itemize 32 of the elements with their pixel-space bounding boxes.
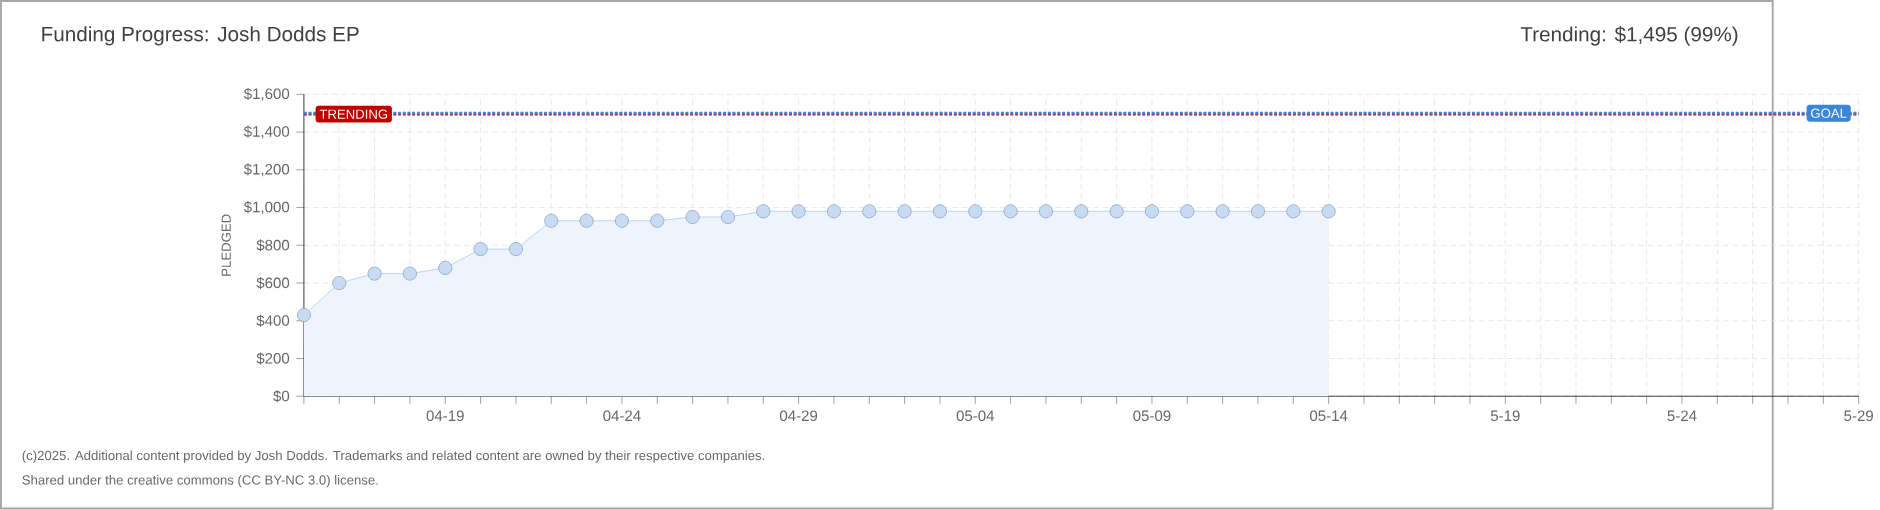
point	[1180, 204, 1195, 219]
point	[296, 308, 311, 323]
point	[897, 204, 912, 219]
point	[1321, 204, 1336, 219]
point	[544, 214, 559, 229]
point	[332, 276, 347, 291]
point	[1250, 204, 1265, 219]
point	[614, 214, 629, 229]
chart-subtitle: Trending: $1,495 (99%)	[1520, 26, 1738, 46]
point	[756, 204, 771, 219]
point	[685, 210, 700, 225]
point	[579, 214, 594, 229]
point	[1215, 204, 1230, 219]
point	[367, 266, 382, 281]
point	[438, 261, 453, 276]
point	[1286, 204, 1301, 219]
point	[932, 204, 947, 219]
point	[1144, 204, 1159, 219]
point	[1074, 204, 1089, 219]
point	[473, 242, 488, 257]
point	[508, 242, 523, 257]
point	[1038, 204, 1053, 219]
point	[650, 214, 665, 229]
point	[862, 204, 877, 219]
chart-title: Funding Progress: Josh Dodds EP	[42, 26, 359, 46]
point	[968, 204, 983, 219]
point	[402, 266, 417, 281]
point	[1109, 204, 1124, 219]
point	[791, 204, 806, 219]
point	[720, 210, 735, 225]
point	[826, 204, 841, 219]
point	[1003, 204, 1018, 219]
